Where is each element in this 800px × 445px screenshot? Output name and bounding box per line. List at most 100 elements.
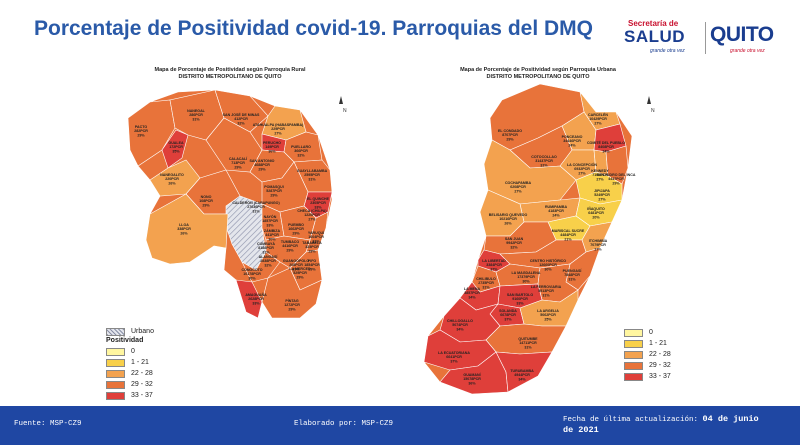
urban-parish-label: 7079PCR <box>590 243 606 247</box>
urban-parish-label: LA MENA <box>464 287 481 291</box>
rural-legend-label: 0 <box>131 348 135 355</box>
urban-map-title-line2: DISTRITO METROPOLITANO DE QUITO <box>486 74 590 80</box>
urban-parish-label: CENTRO HISTÓRICO <box>530 258 566 263</box>
urban-parish-label: LA CONCEPCIÓN <box>567 162 597 167</box>
urban-parish-label: 24% <box>568 143 576 147</box>
urban-legend-label: 0 <box>649 329 653 336</box>
urban-parish-label: 31% <box>540 163 548 167</box>
urban-parish-label: LA ECUATORIANA <box>438 351 470 355</box>
turubamba-region <box>495 351 553 393</box>
urban-parish-label: CHILIBULO <box>476 277 496 281</box>
rural-legend-row: 29 - 32 <box>106 379 154 390</box>
urban-parish-label: LA MAGDALENA <box>511 271 540 275</box>
urban-parish-label: 5513PCR <box>538 289 554 293</box>
north-arrow-urban: N <box>647 96 655 114</box>
footer-source: Fuente: MSP-CZ9 <box>14 420 82 428</box>
urban-parish-label: 6641PCR <box>446 355 462 359</box>
rural-parish-label: SAN JOSÉ DE MINAS <box>223 112 260 117</box>
urban-parish-label: LA FERROVIARIA <box>531 285 562 289</box>
urban-legend-label: 1 - 21 <box>649 340 667 347</box>
urban-parish-label: SAN JUAN <box>505 237 524 241</box>
footer-updated-date-b: de 2021 <box>563 425 599 435</box>
rural-parish-label: ATAHUALPA (HABASPAMBA) <box>253 123 304 127</box>
urban-parish-label: COMITÉ DEL PUEBLO <box>587 140 625 145</box>
urban-legend-swatch <box>624 361 643 370</box>
rural-parish-label: NAYÓN <box>264 214 277 219</box>
rural-parish-label: 35% <box>172 149 180 153</box>
urban-parish-label: CHILLOGALLO <box>447 319 473 323</box>
urban-parish-label: 26% <box>504 221 512 225</box>
alangasi-region <box>265 235 311 269</box>
salud-logo-top: Secretaría de <box>628 19 679 28</box>
urban-parish-label: SAN BARTOLO <box>507 293 533 297</box>
rural-parish-label: 2838PCR <box>260 259 276 263</box>
urban-legend-label: 22 - 28 <box>649 351 671 358</box>
urban-map-title-line1: Mapa de Porcentaje de Positividad según … <box>460 67 616 73</box>
urban-parish-label: TURUBAMBA <box>510 369 534 373</box>
urban-parish-label: 31% <box>524 345 532 349</box>
rural-parish-label: 28% <box>308 249 316 253</box>
rural-parish-label: GUANGOPOLO <box>283 259 310 263</box>
rural-parish-label: 29% <box>286 248 294 252</box>
rural-parish-label: 4688PCR <box>254 163 270 167</box>
rural-parish-label: 1854PCR <box>304 263 320 267</box>
rural-map <box>127 89 333 319</box>
urban-parish-label: 37% <box>450 359 458 363</box>
urban-parish-label: 29% <box>612 181 620 185</box>
urban-parish-label: 34% <box>468 295 476 299</box>
urban-legend-row: 22 - 28 <box>624 349 671 360</box>
rural-parish-label: 8188PCR <box>258 246 274 250</box>
rural-parish-label: CALACALÍ <box>229 156 248 161</box>
urban-parish-label: BELISARIO QUEVEDO <box>489 213 528 217</box>
rural-parish-label: PUELLARO <box>291 145 311 149</box>
legend-urban-row: Urbano <box>106 326 154 337</box>
urban-parish-label: 31% <box>482 285 490 289</box>
lloa-region <box>145 193 229 265</box>
urban-parish-label: 7848PCR <box>564 273 580 277</box>
rural-parish-label: GUALEA <box>168 141 184 145</box>
urban-legend-swatch <box>624 372 643 381</box>
rural-parish-label: GUAYLLABAMBA <box>297 169 328 173</box>
urban-parish-label: 4484PCR <box>560 233 576 237</box>
rural-parish-label: TABABELA <box>302 241 322 245</box>
rural-parish-label: 29% <box>137 133 145 137</box>
urban-parish-label: 34446PCR <box>563 139 581 143</box>
footer: Fuente: MSP-CZ9 Elaborado por: MSP-CZ9 F… <box>0 406 800 445</box>
rural-map-title-line1: Mapa de Porcentaje de Positividad según … <box>154 67 306 73</box>
rural-parish-label: PÍNTAG <box>285 298 299 303</box>
urban-legend-swatch <box>624 328 643 337</box>
rural-parish-label: 1272PCR <box>284 303 300 307</box>
urban-parish-label: 34% <box>456 327 464 331</box>
rural-parish-label: CUMBAYÁ <box>257 241 275 246</box>
gualea-region <box>161 129 189 169</box>
urban-parish-label: IÑAQUITO <box>587 206 605 211</box>
rural-legend: Urbano Positividad 0 1 - 21 22 - 28 29 - 32… <box>106 326 154 401</box>
rural-parish-label: ALANGASÍ <box>259 254 279 259</box>
amaguana-region <box>235 279 263 319</box>
urban-parish-label: 36% <box>468 381 476 385</box>
urban-legend-label: 29 - 32 <box>649 362 671 369</box>
rural-labels: PACTO282PCR29%GUALEA172PCR35%NANEGALITO2… <box>134 109 329 311</box>
rural-parish-label: 10178PCR <box>243 272 261 276</box>
urban-parish-label: 14711PCR <box>519 341 537 345</box>
rural-parish-label: YARUQUÍ <box>308 230 325 235</box>
urban-map-title: Mapa de Porcentaje de Positividad según … <box>448 67 628 81</box>
rural-parish-label: 26% <box>168 181 176 185</box>
urban-parish-label: 31% <box>568 277 576 281</box>
urban-parish-label: JIPIJAPA <box>594 189 610 193</box>
rural-parish-label: 31% <box>262 250 270 254</box>
urban-parish-label: PONCEANO <box>562 135 583 139</box>
rural-legend-swatch <box>106 347 125 356</box>
rural-legend-label: 33 - 37 <box>131 392 153 399</box>
urban-parish-label: EL CONDADO <box>498 129 522 133</box>
rural-legend-swatch <box>106 380 125 389</box>
rural-parish-label: TUMBACO <box>281 240 300 244</box>
rural-parish-label: 108PCR <box>199 199 213 203</box>
rural-legend-swatch <box>106 358 125 367</box>
urban-parish-label: GUAMANÍ <box>463 372 481 377</box>
north-arrow-rural: N <box>339 96 347 114</box>
rural-parish-label: 338PCR <box>177 227 191 231</box>
urban-parish-label: 6481PCR <box>588 211 604 215</box>
urban-parish-label: 27% <box>594 247 602 251</box>
rural-parish-label: POMASQUI <box>264 185 284 189</box>
